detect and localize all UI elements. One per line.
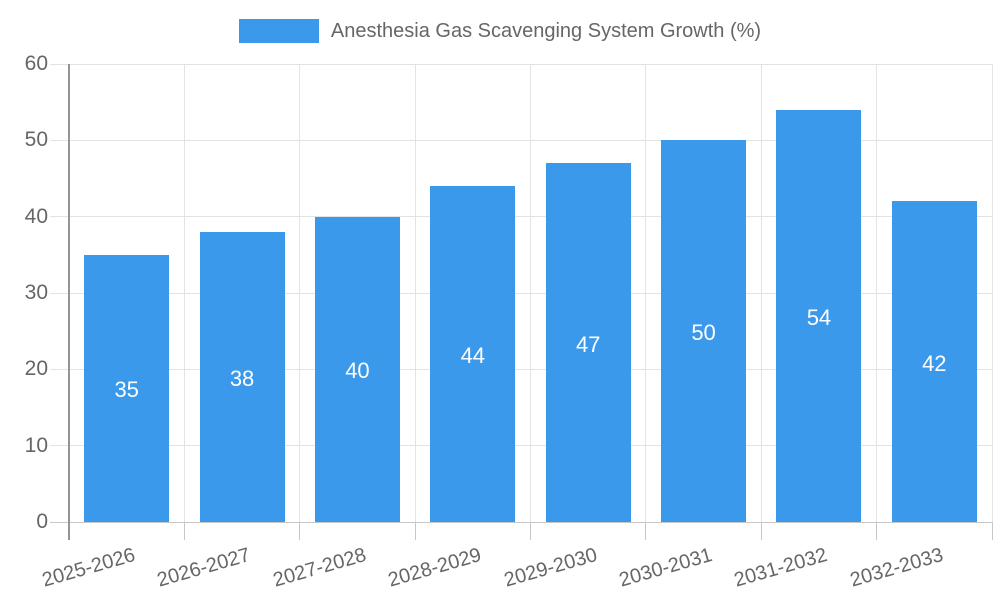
x-gridline [645,64,647,522]
bar-value-label: 54 [806,304,832,330]
bar[interactable] [545,163,631,522]
x-axis-tick [530,522,531,540]
x-tick-label: 2029-2030 [501,544,600,592]
x-axis-line [50,521,992,523]
x-axis-tick [183,522,185,540]
bar[interactable] [199,231,285,522]
y-gridline [50,216,992,218]
chart-legend[interactable]: Anesthesia Gas Scavenging System Growth … [0,18,1000,44]
y-tick-label: 60 [24,52,48,75]
bar[interactable] [661,140,747,522]
bar-value-label: 38 [229,365,255,391]
x-tick-label: 2028-2029 [385,544,484,592]
x-axis-tick [760,522,762,540]
bar[interactable] [84,254,170,522]
x-tick-label: 2025-2026 [39,544,138,592]
x-axis-tick [876,522,878,540]
x-axis-tick [991,522,993,540]
x-gridline [991,64,993,522]
bar-value-label: 47 [575,331,601,357]
y-tick-label: 50 [24,128,48,152]
bar-value-label: 42 [922,350,947,376]
x-gridline [183,64,185,522]
x-tick-label: 2030-2031 [616,544,715,592]
y-gridline [50,368,992,370]
x-tick-label: 2032-2033 [847,544,946,592]
bar-value-label: 50 [691,320,716,346]
bar-value-label: 44 [460,343,486,369]
x-gridline [876,64,878,522]
y-tick-label: 0 [36,510,48,533]
y-axis-line [68,64,70,540]
y-tick-label: 30 [24,281,48,304]
bar[interactable] [314,216,400,522]
x-tick-label: 2026-2027 [155,544,254,592]
legend-swatch [238,19,319,43]
bar[interactable] [776,109,862,522]
x-tick-label: 2031-2032 [731,544,831,592]
legend-label: Anesthesia Gas Scavenging System Growth … [330,20,762,42]
x-gridline [530,64,531,522]
y-gridline [50,139,992,141]
x-gridline [414,64,416,522]
x-axis-tick [645,522,647,540]
bar-value-label: 40 [345,358,370,384]
y-tick-label: 10 [24,433,48,457]
bar[interactable] [430,186,516,522]
x-tick-label: 2027-2028 [270,544,369,592]
y-gridline [50,445,992,447]
bar[interactable] [891,201,977,522]
x-axis-tick [299,522,301,540]
x-gridline [760,64,762,522]
y-tick-label: 20 [24,357,48,381]
x-gridline [299,64,301,522]
y-tick-label: 40 [24,204,48,228]
x-axis-tick [414,522,416,540]
y-gridline [50,63,992,65]
y-gridline [50,292,992,294]
bar-value-label: 35 [114,377,139,403]
